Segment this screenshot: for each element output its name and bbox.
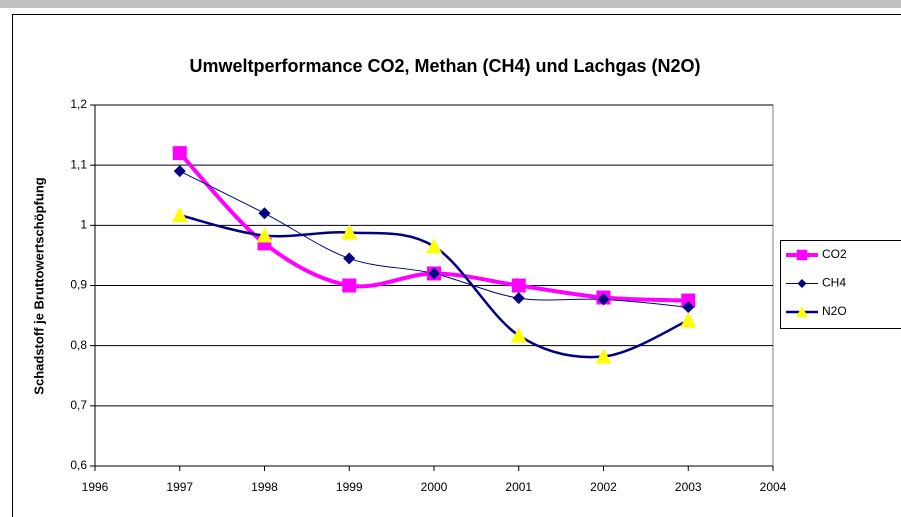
data-point [597,293,610,306]
data-point [258,207,271,220]
legend-label: CH4 [822,276,846,290]
y-tick-label: 0,8 [70,338,87,352]
y-tick-label: 0,7 [70,398,87,412]
data-point [681,293,696,308]
legend-label: CO2 [822,247,847,261]
y-axis-label: Schadstoff je Bruttowertschöpfung [31,177,46,394]
data-point [172,146,187,161]
data-point [510,327,527,343]
window-bar [0,0,901,8]
legend-marker [797,279,807,288]
legend-marker [796,306,808,318]
data-point [173,165,186,178]
x-tick-label: 1996 [82,480,109,494]
data-point [682,301,695,314]
legend-marker [796,249,808,261]
x-tick-label: 1999 [336,480,363,494]
data-point [426,238,442,254]
data-point [341,224,358,240]
x-tick-label: 1997 [166,480,193,494]
data-point [595,348,612,364]
data-point [680,312,697,328]
x-tick-label: 2003 [675,480,702,494]
y-tick-label: 1,2 [70,97,87,111]
data-point [342,278,357,293]
y-tick-label: 1 [80,218,87,232]
x-tick-label: 2004 [760,480,787,494]
data-point [256,227,273,243]
y-tick-label: 0,6 [70,458,87,472]
data-point [428,267,440,280]
y-tick-label: 1,1 [70,157,87,171]
data-point [343,252,356,265]
x-tick-label: 2002 [590,480,617,494]
data-point [511,278,526,293]
x-tick-label: 2001 [505,480,532,494]
x-tick-label: 2000 [421,480,448,494]
y-tick-label: 0,9 [70,278,87,292]
data-point [512,292,525,305]
x-tick-label: 1998 [251,480,278,494]
legend-label: N2O [822,304,847,318]
chart-title: Umweltperformance CO2, Methan (CH4) und … [189,56,700,76]
data-point [171,207,188,223]
